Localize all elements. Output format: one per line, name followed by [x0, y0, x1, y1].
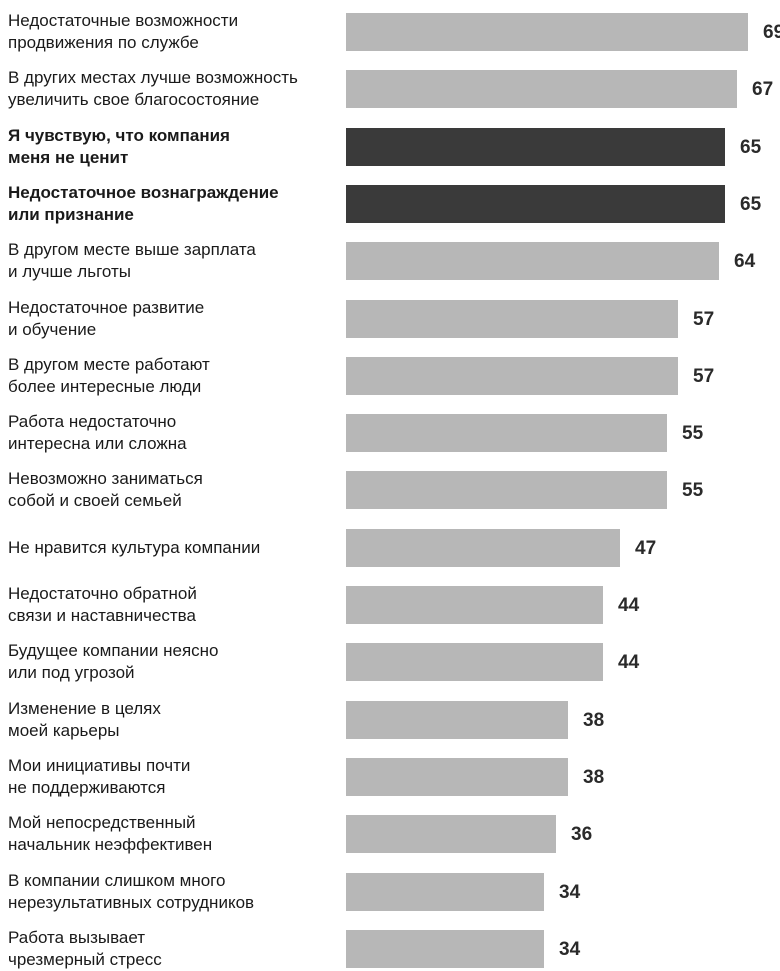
- bar: [346, 70, 737, 109]
- value-label: 65: [740, 136, 762, 158]
- value-label: 69: [763, 22, 780, 43]
- category-label: Недостаточные возможности продвижения по…: [8, 11, 239, 52]
- category-label: Недостаточное вознаграждение или признан…: [8, 182, 279, 224]
- category-label: Мой непосредственный начальник неэффекти…: [8, 813, 213, 855]
- bar: [346, 757, 568, 796]
- bar: [346, 299, 678, 338]
- category-label: В другом месте работают более интересные…: [8, 354, 210, 396]
- bar: [346, 815, 556, 854]
- bar: [346, 528, 620, 567]
- bar: [346, 872, 544, 911]
- value-label: 44: [618, 652, 640, 674]
- category-label: В других местах лучше возможность увелич…: [8, 68, 298, 110]
- category-label: Мои инициативы почти не поддерживаются: [8, 755, 191, 797]
- bar: [346, 929, 544, 968]
- category-label: Будущее компании неясно или под угрозой: [8, 641, 219, 683]
- value-label: 34: [559, 938, 581, 960]
- bar: [346, 242, 719, 281]
- value-label: 47: [635, 537, 657, 559]
- value-label: 38: [583, 709, 605, 731]
- category-label: Недостаточно обратной связи и наставниче…: [8, 584, 197, 625]
- value-label: 64: [734, 251, 756, 273]
- value-label: 44: [618, 595, 640, 616]
- value-label: 57: [693, 308, 715, 330]
- bar: [346, 700, 568, 739]
- bar: [346, 586, 603, 624]
- category-label: Невозможно заниматься собой и своей семь…: [8, 469, 203, 511]
- value-label: 38: [583, 766, 605, 788]
- value-label: 55: [682, 423, 704, 445]
- category-label: Работа недостаточно интересна или сложна: [8, 412, 187, 454]
- category-label: В компании слишком много нерезультативны…: [8, 870, 255, 912]
- bar: [346, 414, 667, 453]
- bar: [346, 643, 603, 682]
- value-label: 57: [693, 365, 715, 387]
- value-label: 55: [682, 480, 704, 502]
- value-label: 67: [752, 79, 774, 101]
- value-label: 36: [571, 824, 593, 846]
- bar: [346, 471, 667, 510]
- category-label: Я чувствую, что компания меня не ценит: [8, 125, 230, 167]
- value-label: 65: [740, 193, 762, 215]
- value-label: 34: [559, 881, 581, 903]
- bar: [346, 356, 678, 395]
- category-label: Недостаточное развитие и обучение: [8, 297, 205, 339]
- bar: [346, 127, 725, 166]
- category-label: Работа вызывает чрезмерный стресс: [8, 927, 162, 969]
- bar: [346, 13, 748, 51]
- bar: [346, 184, 725, 223]
- category-label: Изменение в целях моей карьеры: [8, 698, 161, 740]
- category-label: В другом месте выше зарплата и лучше льг…: [8, 240, 256, 282]
- category-label: Не нравится культура компании: [8, 537, 261, 557]
